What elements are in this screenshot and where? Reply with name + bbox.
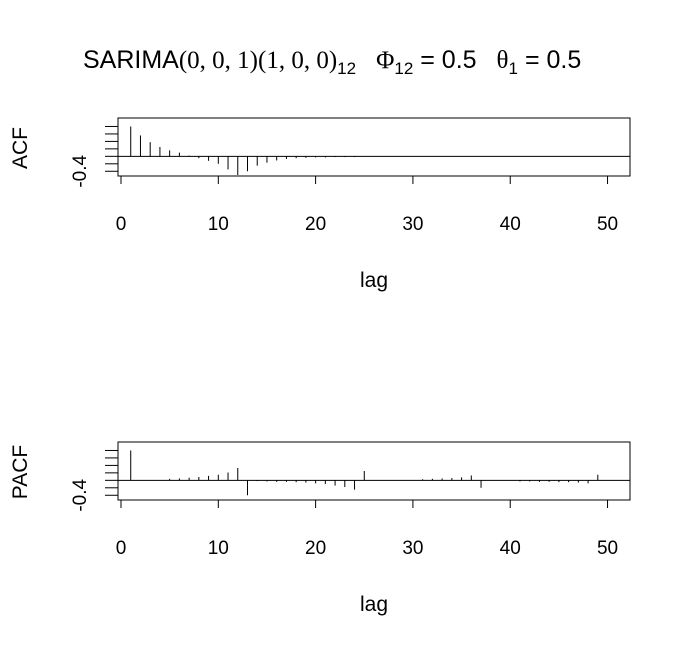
x-axis-label: lag [360, 593, 388, 616]
x-tick-label: 40 [500, 214, 521, 235]
title-phi-eq: = 0.5 [413, 46, 476, 74]
x-tick-label: 20 [305, 538, 326, 559]
y-tick-label: -0.4 [70, 154, 91, 187]
title-model: SARIMA [83, 46, 179, 74]
title-theta-eq: = 0.5 [518, 46, 581, 74]
title-theta-sub: 1 [509, 59, 518, 78]
x-tick-label: 50 [597, 538, 618, 559]
x-tick-label: 30 [402, 538, 423, 559]
x-tick-label: 10 [208, 214, 229, 235]
x-tick-label: 20 [305, 214, 326, 235]
pacf-panel: -0.4 PACF 0 10 20 30 40 50 lag [9, 441, 631, 616]
y-axis-label: PACF [9, 445, 32, 499]
title-order: (0, 0, 1)(1, 0, 0) [179, 47, 337, 74]
x-tick-label: 30 [402, 214, 423, 235]
x-tick-label: 0 [116, 538, 127, 559]
x-tick-label: 0 [116, 214, 127, 235]
plot-frame [117, 117, 631, 177]
x-tick-label: 10 [208, 538, 229, 559]
y-axis-label: ACF [9, 127, 32, 169]
x-axis-label: lag [360, 269, 388, 292]
y-tick-label: -0.4 [70, 478, 91, 511]
x-tick-label: 50 [597, 214, 618, 235]
plot-frame [117, 441, 631, 501]
figure-title: SARIMA(0, 0, 1)(1, 0, 0)12 Φ12 = 0.5 θ1 = … [83, 46, 581, 78]
x-tick-label: 40 [500, 538, 521, 559]
title-phi-sub: 12 [394, 59, 413, 78]
title-season: 12 [337, 59, 356, 78]
title-phi-symbol: Φ [376, 47, 394, 74]
title-theta-symbol: θ [497, 47, 509, 74]
acf-panel: -0.4 ACF 0 10 20 30 40 50 lag [9, 117, 631, 292]
